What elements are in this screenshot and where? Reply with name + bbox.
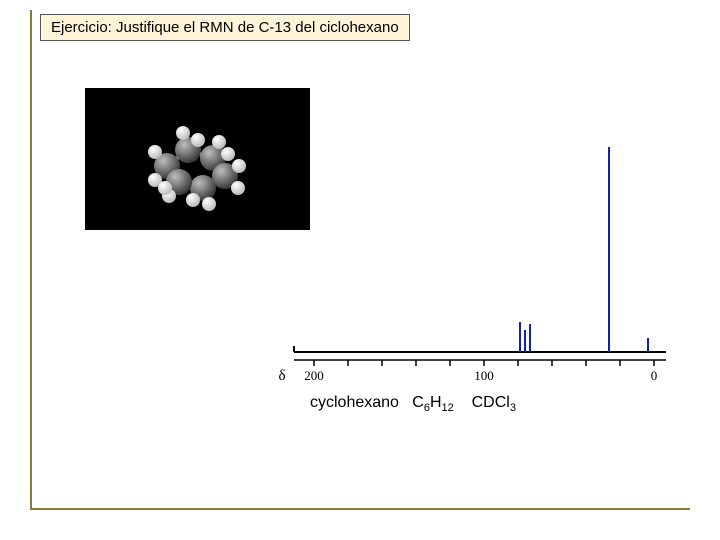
nmr-spectrum: 200 100 0 δ [252,98,682,388]
molecular-formula: C6H12 [412,394,458,411]
svg-text:200: 200 [304,368,324,383]
svg-text:0: 0 [651,368,658,383]
spectrum-caption: cyclohexano C6H12 CDCl3 [310,394,516,414]
compound-name: cyclohexano [310,394,399,411]
svg-text:100: 100 [474,368,494,383]
exercise-title: Ejercicio: Justifique el RMN de C-13 del… [40,14,410,41]
solvent: CDCl3 [472,394,516,411]
svg-text:δ: δ [278,368,285,384]
